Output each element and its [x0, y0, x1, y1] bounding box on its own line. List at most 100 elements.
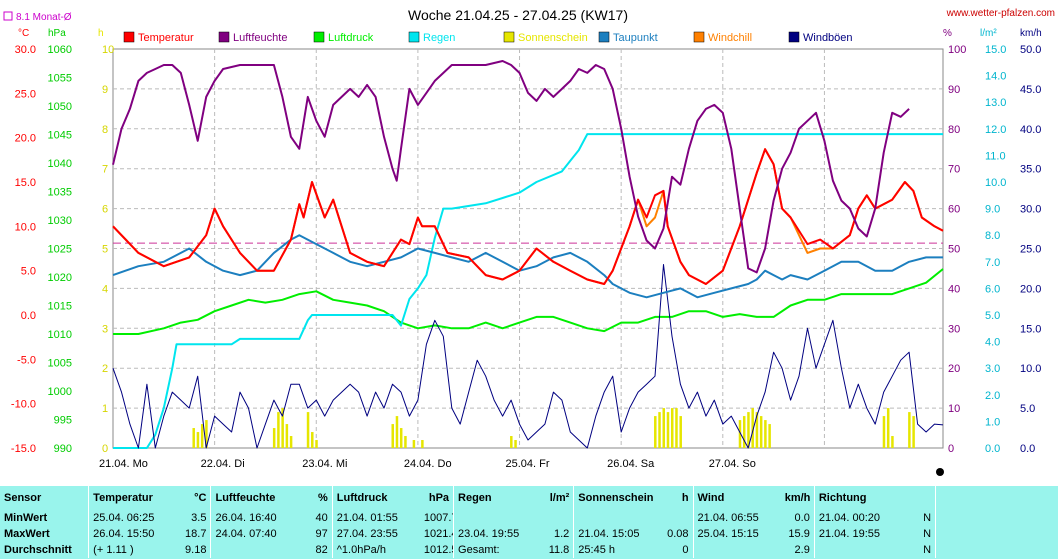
stats-cell-press-t: 21.04. 01:55: [336, 512, 398, 524]
sunshine-bars: [192, 408, 915, 448]
stats-cell-rain-v: 11.8: [537, 542, 575, 558]
stats-cell-sun-t: 25:45 h: [578, 544, 615, 556]
sun-axis-tick: 8: [102, 124, 108, 136]
legend-swatch: [218, 31, 230, 43]
dir-header: Richtung: [818, 492, 867, 504]
wind-axis-tick: 5.0: [1020, 403, 1035, 415]
sunshine-bar: [421, 440, 424, 448]
sunshine-bar: [514, 440, 517, 448]
sun-unit-header: h: [657, 486, 694, 510]
sunshine-bar: [759, 416, 763, 448]
sunshine-bar: [662, 408, 666, 448]
rain-unit-header: l/m²: [537, 486, 575, 510]
stats-cell-hum-t: 26.04. 16:40: [215, 512, 277, 524]
press-header: Luftdruck: [336, 492, 388, 504]
legend-label: Sonnenschein: [518, 32, 588, 44]
sun-axis-tick: 6: [102, 204, 108, 216]
rain-axis-tick: 5.0: [985, 310, 1000, 322]
temp-axis-tick: 30.0: [15, 44, 36, 56]
stats-cell-wind-t: [693, 542, 781, 558]
stats-cell-wind-t: 21.04. 06:55: [697, 512, 759, 524]
stats-cell-hum-v: 97: [298, 526, 333, 542]
pressure-axis-tick: 1055: [48, 73, 72, 85]
sunshine-bar: [306, 412, 310, 448]
stats-cell-dir-v: N: [897, 526, 937, 542]
stats-cell-rain-t: 23.04. 19:55: [458, 528, 520, 540]
wind-axis-tick: 15.0: [1020, 323, 1041, 335]
legend: Temperatur Luftfeuchte Luftdruck Regen Sonne…: [113, 31, 943, 244]
sunshine-bar: [679, 416, 682, 448]
rain-header: Regen: [458, 492, 492, 504]
pressure-axis-tick: 995: [54, 415, 72, 427]
sensor-header: Sensor: [0, 486, 90, 510]
sunshine-bar: [395, 416, 399, 448]
temp-axis-tick: 25.0: [15, 88, 36, 100]
temp-unit-header: °C: [176, 486, 212, 510]
wind-axis-tick: 45.0: [1020, 84, 1041, 96]
series-line-windchill: [112, 148, 944, 285]
statistics-table: Sensor Temperatur °C Luftfeuchte % Luftd…: [0, 486, 1058, 559]
humidity-axis-tick: 40: [948, 283, 960, 295]
humidity-axis-tick: 90: [948, 84, 960, 96]
sunshine-bar: [277, 412, 280, 448]
sunshine-bar: [886, 408, 890, 448]
series-line-taupunkt: [112, 234, 943, 299]
wind-axis-tick: 35.0: [1020, 164, 1041, 176]
sun-axis-tick: 0: [102, 443, 108, 455]
sunshine-bar: [882, 416, 886, 448]
rain-unit-label: l/m²: [980, 28, 997, 39]
sunshine-bar: [658, 412, 661, 448]
wind-axis-tick: 30.0: [1020, 204, 1041, 216]
weather-chart: Woche 21.04.25 - 27.04.25 (KW17) www.wet…: [3, 7, 1055, 476]
pressure-axis-tick: 1025: [48, 244, 72, 256]
wind-axis-tick: 25.0: [1020, 244, 1041, 256]
series-line-luftfeuchte: [112, 60, 910, 274]
sunshine-bar: [412, 440, 416, 448]
stats-cell-rain-v: 1.2: [537, 526, 575, 542]
sunshine-bar: [670, 408, 674, 448]
series-line-windboeen: [112, 264, 944, 449]
pressure-axis-tick: 1010: [48, 329, 72, 341]
rain-axis-tick: 8.0: [985, 230, 1000, 242]
humidity-axis-tick: 70: [948, 164, 960, 176]
stats-cell-temp-t: 25.04. 06:25: [93, 512, 155, 524]
legend-label: Regen: [423, 32, 455, 44]
stats-cell-temp-t: 26.04. 15:50: [93, 528, 155, 540]
humidity-axis-tick: 80: [948, 124, 960, 136]
pressure-axis-tick: 1020: [48, 272, 72, 284]
x-axis-label: 25.04. Fr: [506, 458, 550, 470]
sun-axis-tick: 3: [102, 323, 108, 335]
sunshine-bar: [912, 416, 915, 448]
stats-row-label: MaxWert: [0, 526, 90, 542]
temp-axis-tick: -15.0: [11, 443, 36, 455]
wind-axis-tick: 10.0: [1020, 363, 1041, 375]
sunshine-bar: [192, 428, 195, 448]
x-axis-label: 23.04. Mi: [302, 458, 347, 470]
pressure-unit-label: hPa: [48, 28, 66, 39]
sunshine-bar: [285, 424, 289, 448]
press-unit-header: hPa: [419, 486, 455, 510]
rain-axis-tick: 2.0: [985, 390, 1000, 402]
stats-cell-press-v: 1007.7: [419, 510, 455, 526]
sunshine-bar: [315, 440, 318, 448]
stats-cell-wind-v: 2.9: [780, 542, 815, 558]
website-label[interactable]: www.wetter-pfalzen.com: [946, 8, 1055, 19]
pressure-axis-tick: 1005: [48, 358, 72, 370]
wind-axis-tick: 20.0: [1020, 283, 1041, 295]
stats-cell-wind-v: 0.0: [780, 510, 815, 526]
stats-row-label: Durchschnitt: [0, 542, 90, 558]
temp-axis-tick: 15.0: [15, 177, 36, 189]
stats-cell-hum-v: 82: [298, 542, 333, 558]
sunshine-bar: [654, 416, 657, 448]
axes: 30.025.020.015.010.05.00.0-5.0-10.0-15.0…: [11, 44, 1042, 455]
legend-label: Windchill: [708, 32, 752, 44]
stats-cell-rain-t: Gesamt:: [458, 544, 500, 556]
stats-cell-rain-t: [454, 510, 538, 526]
humidity-axis-tick: 0: [948, 443, 954, 455]
humidity-axis-tick: 20: [948, 363, 960, 375]
temp-axis-tick: -5.0: [17, 354, 36, 366]
wind-header: Wind: [697, 492, 725, 504]
legend-swatch: [788, 31, 800, 43]
legend-swatch: [408, 31, 420, 43]
rain-axis-tick: 15.0: [985, 44, 1006, 56]
